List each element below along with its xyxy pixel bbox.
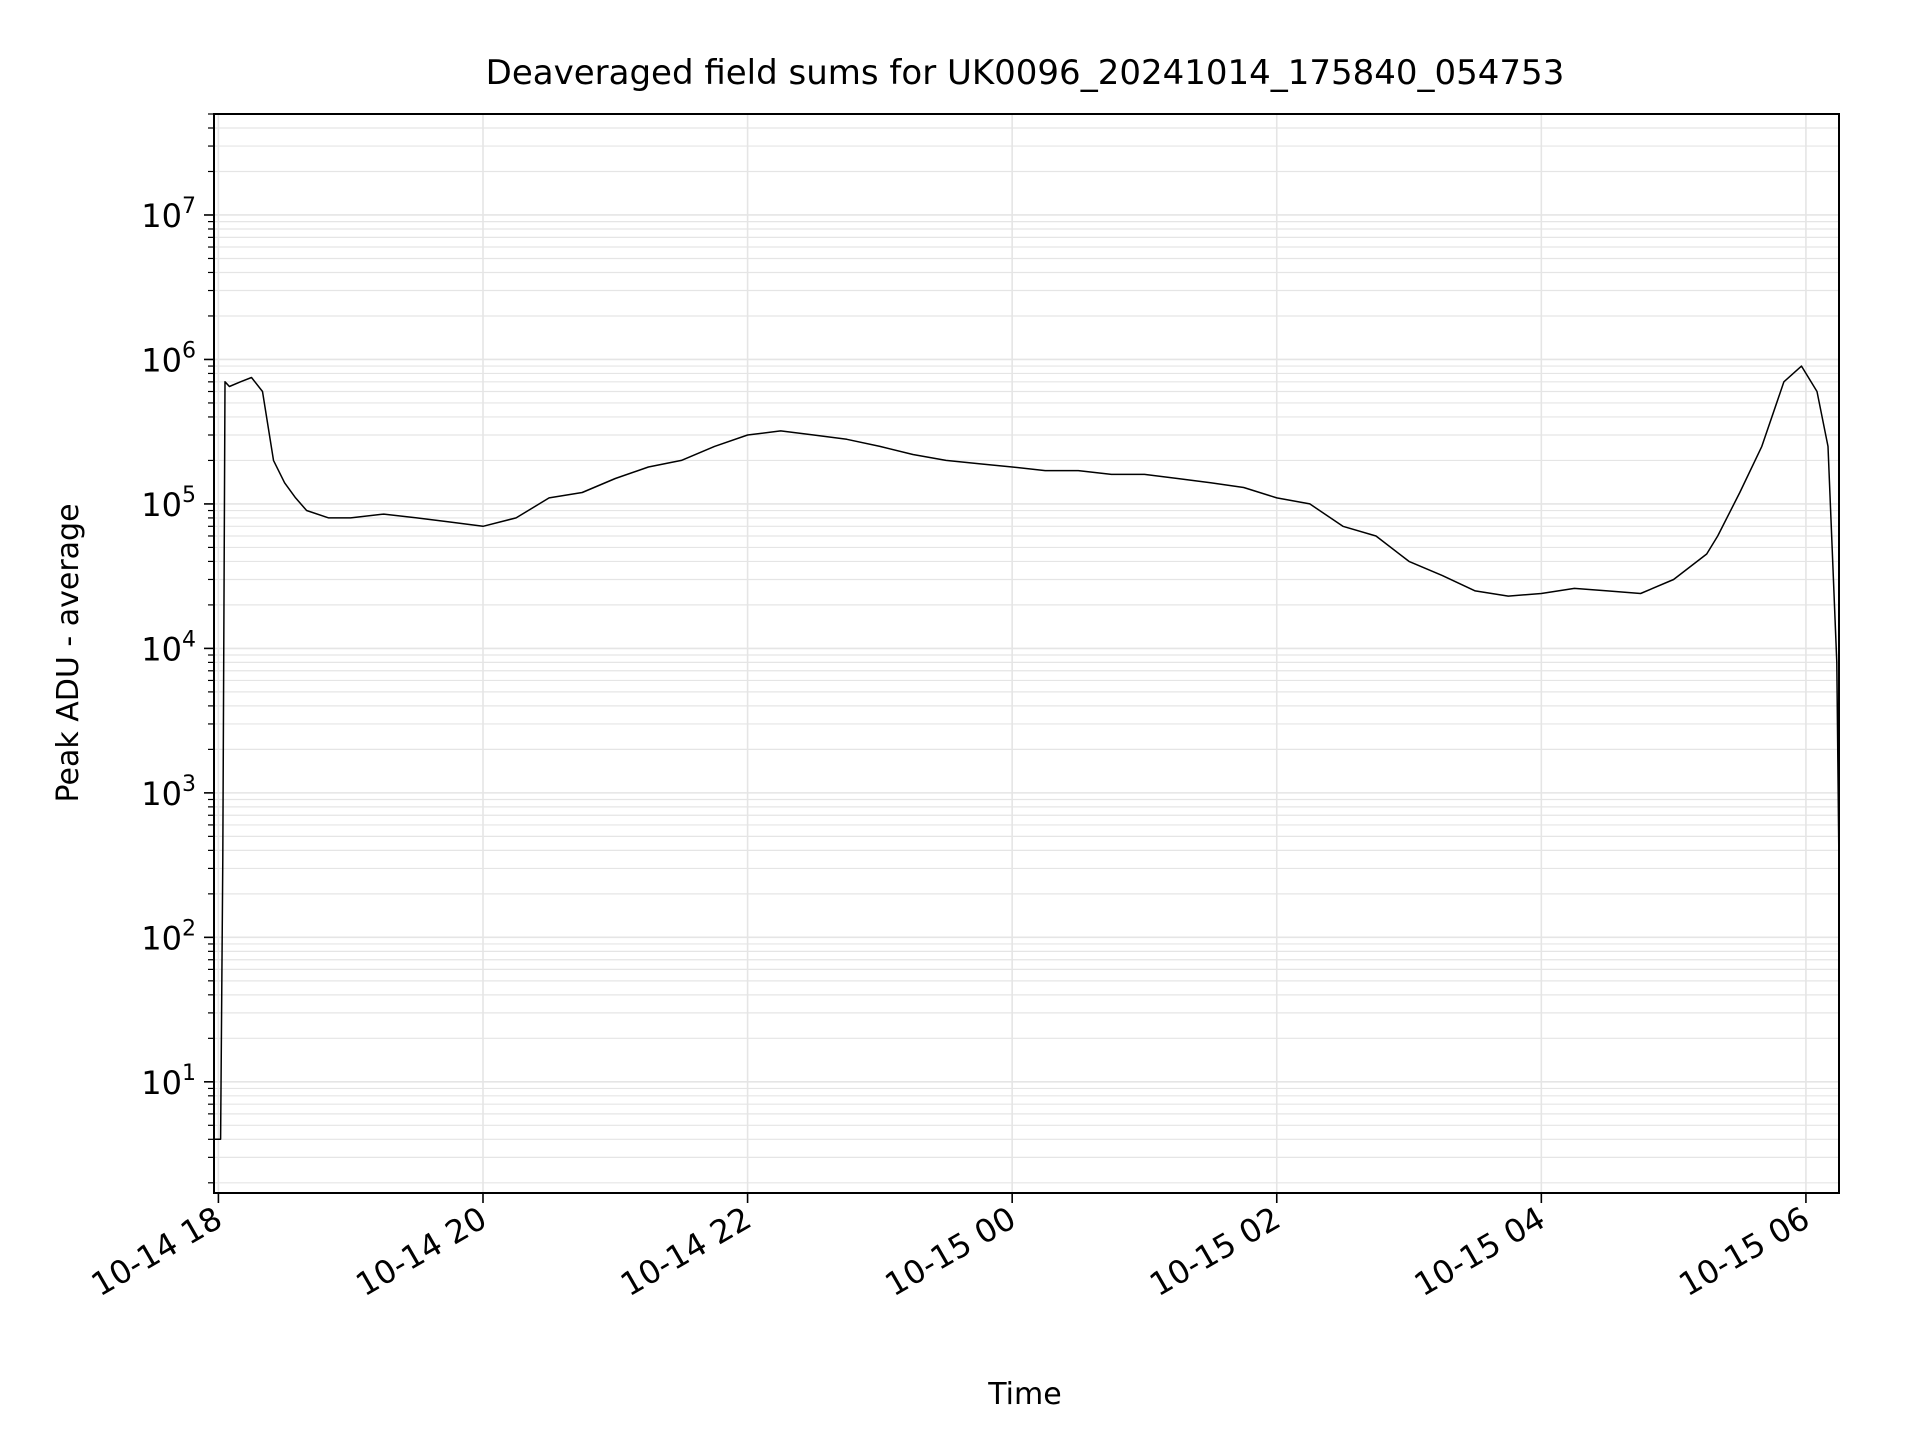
- y-tick-label: 105: [141, 483, 196, 524]
- y-tick-label: 104: [141, 627, 196, 668]
- y-axis: 101 102 103 104 105 106 107: [141, 113, 214, 1184]
- series-line: [214, 365, 1840, 1141]
- y-tick-label: 103: [141, 772, 196, 813]
- chart-title: Deaveraged field sums for UK0096_2024101…: [486, 53, 1565, 93]
- y-tick-label: 101: [141, 1061, 196, 1102]
- plot-frame: [213, 113, 1840, 1194]
- y-tick-label: 107: [141, 194, 196, 235]
- x-axis-label: Time: [987, 1377, 1061, 1412]
- y-axis-label: Peak ADU - average: [51, 503, 86, 802]
- y-tick-label: 106: [141, 338, 196, 379]
- y-tick-label: 102: [141, 916, 196, 957]
- series-polyline: [214, 365, 1840, 1141]
- grid: [214, 113, 1839, 1193]
